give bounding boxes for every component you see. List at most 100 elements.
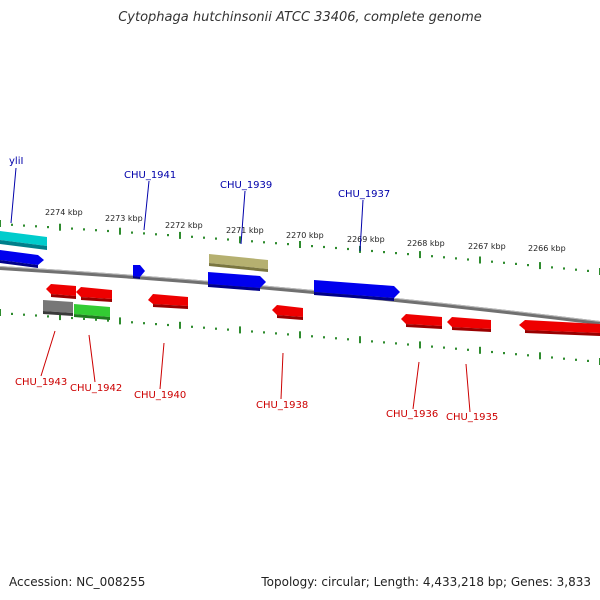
gene-label-chu-1936[interactable]: CHU_1936 bbox=[386, 409, 438, 420]
minor-tick bbox=[71, 227, 73, 230]
minor-tick bbox=[503, 352, 505, 355]
forward-strand-features bbox=[0, 231, 400, 301]
minor-tick bbox=[443, 256, 445, 259]
cds-forward[interactable] bbox=[0, 250, 44, 268]
minor-tick bbox=[143, 322, 145, 325]
reverse-gene-labels: CHU_1943 CHU_1942 CHU_1940 CHU_1938 CHU_… bbox=[15, 377, 498, 423]
major-tick bbox=[539, 352, 541, 360]
minor-tick bbox=[347, 338, 349, 341]
forward-gene-labels: yliI CHU_1941 CHU_1939 CHU_1937 bbox=[9, 156, 390, 200]
gene-label-chu-1935[interactable]: CHU_1935 bbox=[446, 412, 498, 423]
minor-tick bbox=[47, 315, 49, 318]
minor-tick bbox=[491, 260, 493, 263]
gene-label-chu-1940[interactable]: CHU_1940 bbox=[134, 390, 186, 401]
minor-tick bbox=[503, 261, 505, 264]
gene-label-chu-1941[interactable]: CHU_1941 bbox=[124, 170, 176, 181]
major-tick bbox=[299, 331, 301, 339]
cds-reverse-chu-1938[interactable] bbox=[272, 305, 303, 320]
major-tick bbox=[0, 309, 1, 316]
minor-tick bbox=[575, 268, 577, 271]
minor-tick bbox=[563, 267, 565, 270]
rna-feature-yliI[interactable] bbox=[0, 231, 47, 250]
minor-tick bbox=[455, 257, 457, 260]
genome-backbone bbox=[0, 266, 600, 325]
kbp-label: 2268 kbp bbox=[407, 239, 445, 248]
cds-reverse[interactable] bbox=[519, 320, 600, 336]
major-tick bbox=[419, 251, 421, 259]
minor-tick bbox=[395, 342, 397, 345]
feature-tan-chu-1939[interactable] bbox=[209, 254, 268, 272]
label-leader-lines bbox=[10, 167, 471, 413]
minor-tick bbox=[347, 247, 349, 251]
topology-text: Topology: circular; Length: 4,433,218 bp… bbox=[261, 575, 591, 589]
feature-gray-chu-1943[interactable] bbox=[43, 300, 73, 316]
major-tick bbox=[59, 223, 61, 231]
cds-reverse-chu-1940[interactable] bbox=[148, 294, 188, 309]
minor-tick bbox=[263, 241, 265, 244]
kbp-label: 2267 kbp bbox=[468, 242, 506, 251]
gene-label-chu-1938[interactable]: CHU_1938 bbox=[256, 400, 308, 411]
minor-tick bbox=[311, 335, 313, 338]
minor-tick bbox=[275, 332, 277, 335]
minor-tick bbox=[323, 245, 325, 249]
minor-tick bbox=[131, 321, 133, 324]
minor-tick bbox=[107, 319, 109, 322]
minor-tick bbox=[155, 233, 157, 236]
minor-tick bbox=[35, 225, 37, 228]
major-tick bbox=[539, 262, 541, 270]
map-title: Cytophaga hutchinsonii ATCC 33406, compl… bbox=[118, 10, 482, 25]
gene-label-chu-1942[interactable]: CHU_1942 bbox=[70, 383, 122, 394]
minor-tick bbox=[11, 223, 13, 226]
cds-forward-chu-1941[interactable] bbox=[133, 265, 145, 279]
minor-tick bbox=[215, 327, 217, 330]
cds-reverse-chu-1942[interactable] bbox=[76, 287, 112, 302]
lower-tick-track bbox=[0, 309, 600, 365]
minor-tick bbox=[71, 316, 73, 320]
minor-tick bbox=[563, 357, 565, 360]
major-tick bbox=[119, 317, 121, 325]
gene-label-ylii[interactable]: yliI bbox=[9, 156, 23, 167]
minor-tick bbox=[515, 353, 517, 356]
cds-reverse-chu-1935[interactable] bbox=[447, 317, 491, 332]
cds-forward-chu-1937[interactable] bbox=[314, 280, 400, 301]
kbp-labels: 2274 kbp 2273 kbp 2272 kbp 2271 kbp 2270… bbox=[45, 208, 566, 253]
minor-tick bbox=[383, 341, 385, 344]
minor-tick bbox=[527, 354, 529, 357]
cds-reverse-chu-1943[interactable] bbox=[46, 284, 76, 299]
major-tick bbox=[419, 341, 421, 349]
cds-forward[interactable] bbox=[208, 272, 266, 291]
minor-tick bbox=[527, 264, 529, 267]
minor-tick bbox=[467, 258, 469, 261]
minor-tick bbox=[287, 243, 289, 246]
gene-label-chu-1939[interactable]: CHU_1939 bbox=[220, 180, 272, 191]
minor-tick bbox=[515, 262, 517, 265]
minor-tick bbox=[167, 234, 169, 237]
cds-reverse-chu-1936[interactable] bbox=[401, 314, 442, 329]
minor-tick bbox=[491, 350, 493, 354]
kbp-label: 2273 kbp bbox=[105, 214, 143, 223]
minor-tick bbox=[203, 326, 205, 329]
minor-tick bbox=[23, 224, 25, 227]
reverse-strand-features bbox=[43, 284, 600, 336]
minor-tick bbox=[287, 333, 289, 336]
minor-tick bbox=[455, 347, 457, 350]
gene-label-chu-1937[interactable]: CHU_1937 bbox=[338, 189, 390, 200]
accession-text: Accession: NC_008255 bbox=[9, 575, 146, 589]
major-tick bbox=[299, 241, 301, 248]
major-tick bbox=[0, 220, 1, 227]
kbp-label: 2266 kbp bbox=[528, 244, 566, 253]
minor-tick bbox=[23, 313, 25, 316]
minor-tick bbox=[551, 356, 553, 359]
kbp-label: 2274 kbp bbox=[45, 208, 83, 217]
minor-tick bbox=[395, 252, 397, 255]
major-tick bbox=[359, 336, 361, 344]
gene-label-chu-1943[interactable]: CHU_1943 bbox=[15, 377, 67, 388]
major-tick bbox=[119, 227, 121, 235]
kbp-label: 2270 kbp bbox=[286, 231, 324, 240]
minor-tick bbox=[587, 269, 589, 272]
minor-tick bbox=[191, 235, 193, 238]
feature-green-chu-1942[interactable] bbox=[74, 304, 110, 320]
minor-tick bbox=[83, 228, 85, 231]
